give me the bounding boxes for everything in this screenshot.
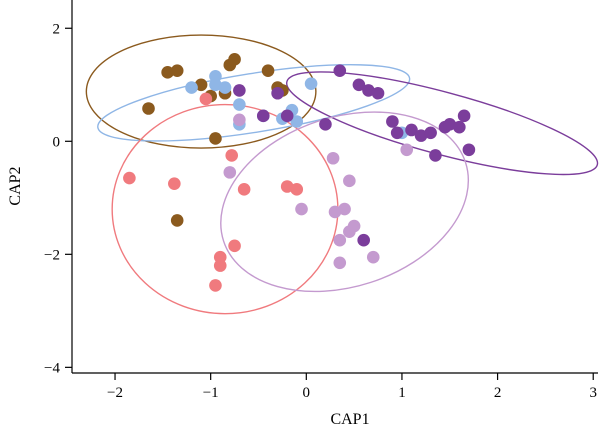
data-point-4 xyxy=(338,202,351,216)
data-point-4 xyxy=(326,151,340,165)
data-point-1 xyxy=(209,78,222,92)
y-tick-label: 2 xyxy=(53,21,61,37)
x-axis-label: CAP1 xyxy=(330,411,369,428)
data-point-2 xyxy=(271,86,284,100)
data-point-1 xyxy=(233,98,246,111)
data-point-4 xyxy=(343,174,356,188)
data-point-2 xyxy=(357,233,370,247)
x-tick-label: −1 xyxy=(203,385,219,401)
x-tick-label: 3 xyxy=(589,385,597,401)
data-point-1 xyxy=(185,81,198,94)
x-axis-ticks: −2 −1 0 1 2 3 xyxy=(107,373,597,401)
x-tick-label: −2 xyxy=(107,385,123,401)
data-point-0 xyxy=(142,102,155,115)
data-point-0 xyxy=(194,78,208,92)
data-point-0 xyxy=(170,64,184,77)
data-point-2 xyxy=(352,78,366,92)
data-point-1 xyxy=(304,77,318,90)
confidence-ellipse-1 xyxy=(97,64,411,142)
data-point-0 xyxy=(228,53,241,66)
data-point-2 xyxy=(429,149,442,162)
data-point-1 xyxy=(218,81,232,94)
y-axis-ticks: −4 −2 0 2 xyxy=(44,21,72,376)
data-point-2 xyxy=(386,115,399,128)
data-point-1 xyxy=(290,115,304,128)
data-point-3 xyxy=(213,259,227,272)
data-point-4 xyxy=(347,219,361,233)
data-point-4 xyxy=(333,256,347,270)
data-point-4 xyxy=(400,143,414,157)
data-point-4 xyxy=(328,205,342,219)
data-point-0 xyxy=(209,132,222,145)
x-tick-label: 0 xyxy=(303,385,311,401)
data-point-3 xyxy=(209,279,222,292)
data-point-0 xyxy=(161,66,174,79)
data-point-0 xyxy=(170,214,184,227)
data-point-2 xyxy=(233,84,246,97)
data-point-2 xyxy=(280,109,294,123)
data-point-3 xyxy=(225,149,239,162)
data-point-3 xyxy=(168,177,181,190)
confidence-ellipses xyxy=(85,34,599,315)
data-point-2 xyxy=(390,126,404,140)
data-point-4 xyxy=(333,233,347,247)
data-point-2 xyxy=(333,64,347,77)
data-point-3 xyxy=(237,183,251,196)
data-point-3 xyxy=(123,171,136,185)
data-point-2 xyxy=(256,109,270,123)
data-point-2 xyxy=(371,86,385,100)
data-point-2 xyxy=(462,143,476,157)
data-point-3 xyxy=(199,92,213,106)
data-point-4 xyxy=(223,166,237,179)
y-axis-label: CAP2 xyxy=(7,166,24,205)
data-point-4 xyxy=(366,250,380,264)
data-point-3 xyxy=(280,180,294,193)
data-point-2 xyxy=(319,118,332,131)
y-tick-label: −2 xyxy=(44,247,60,263)
confidence-ellipse-4 xyxy=(220,111,470,293)
x-tick-label: 1 xyxy=(398,385,406,401)
y-tick-label: 0 xyxy=(53,134,61,150)
data-point-2 xyxy=(414,129,428,142)
data-point-4 xyxy=(295,202,308,216)
confidence-ellipse-0 xyxy=(85,34,317,149)
y-tick-label: −4 xyxy=(44,360,60,376)
data-point-3 xyxy=(228,239,241,253)
data-point-2 xyxy=(424,126,437,140)
x-tick-label: 2 xyxy=(494,385,502,401)
data-point-4 xyxy=(233,113,246,127)
data-point-2 xyxy=(457,109,471,123)
data-point-2 xyxy=(453,120,466,134)
data-point-3 xyxy=(290,183,304,196)
axes xyxy=(71,0,598,374)
data-point-2 xyxy=(405,123,418,137)
data-point-0 xyxy=(261,64,275,77)
data-point-2 xyxy=(443,118,457,131)
scatter-points xyxy=(123,53,476,292)
data-point-2 xyxy=(362,84,375,97)
